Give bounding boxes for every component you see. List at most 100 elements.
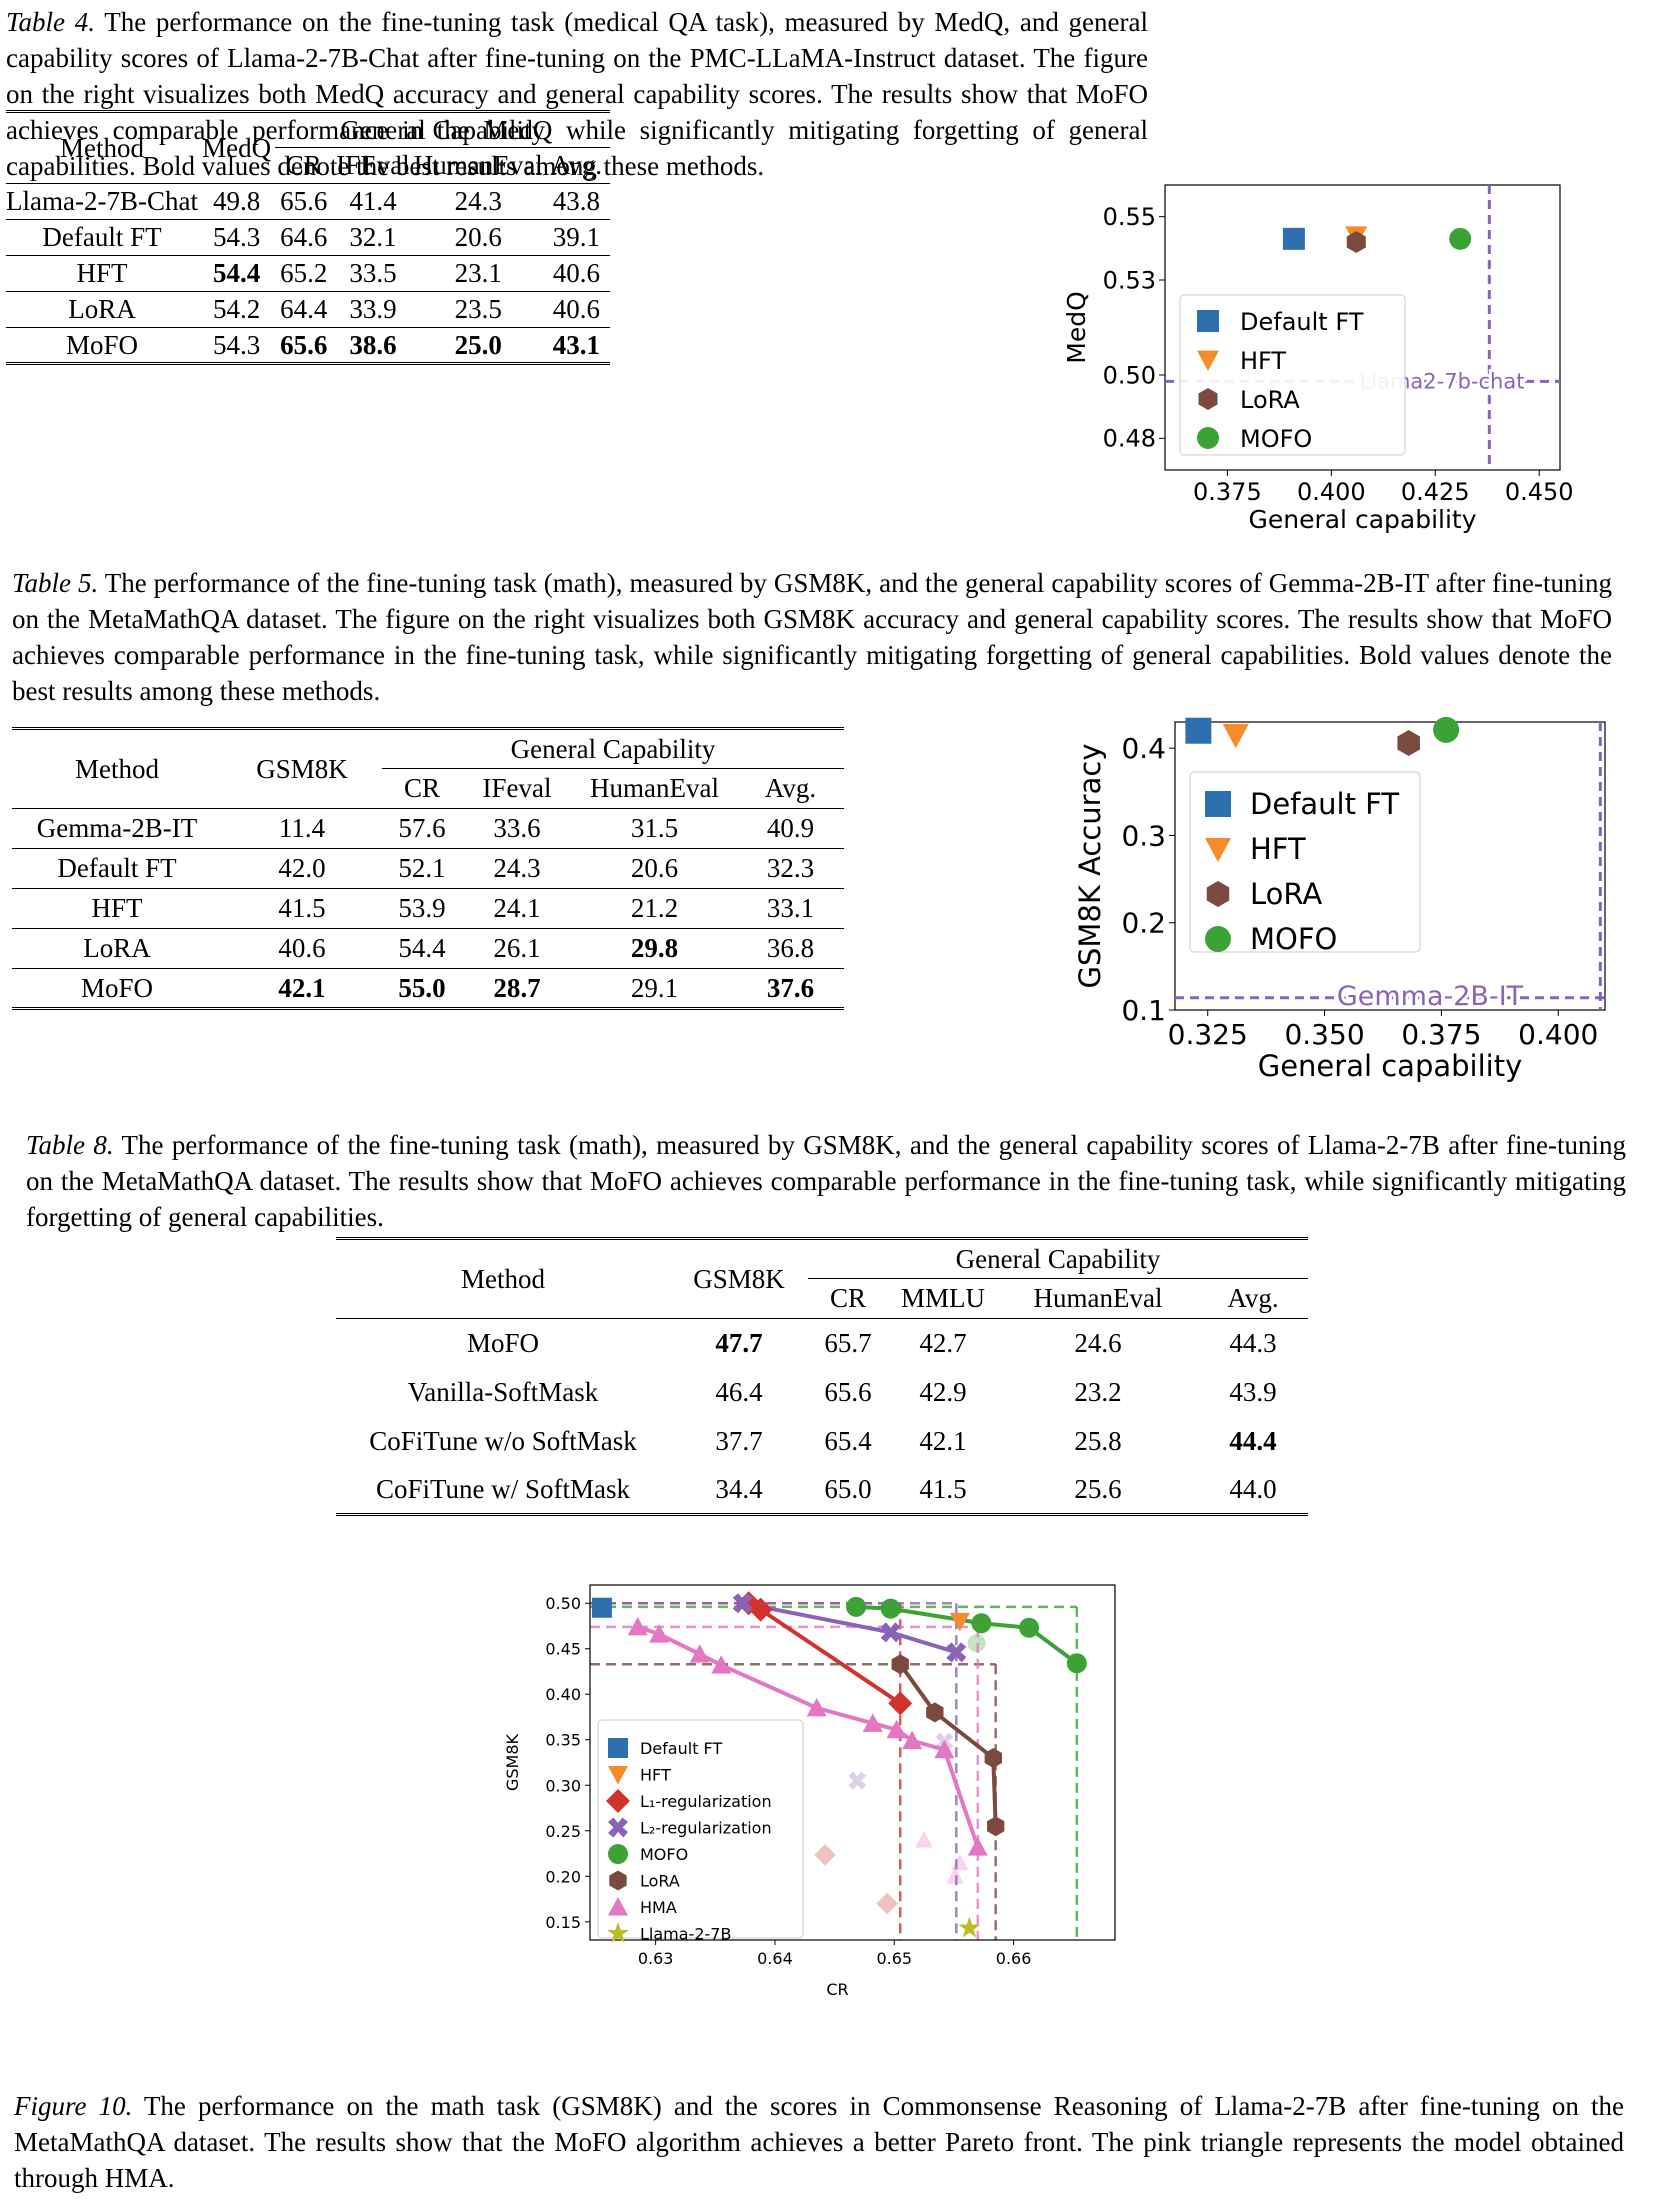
x-tick-label: 0.450 [1505,478,1574,506]
table-cell: Default FT [12,848,222,889]
y-tick-label: 0.50 [545,1594,581,1613]
legend-marker [606,1789,630,1813]
legend-box [1189,771,1421,953]
table-cell: 28.7 [462,968,572,1010]
table-row: Default FT 54.3 64.6 32.1 20.6 39.1 [6,219,610,256]
data-point [1282,227,1305,250]
table-cell: 54.2 [197,291,276,328]
table4-col-header: CR [285,150,322,180]
figure10-caption-text: The performance on the math task (GSM8K)… [14,2091,1625,2193]
table-cell: Gemma-2B-IT [12,808,222,849]
faded-data-point [848,1771,867,1790]
table-row: LoRA 54.2 64.4 33.9 23.5 40.6 [6,291,610,328]
legend-marker [608,1766,628,1785]
table-cell: 38.6 [332,327,414,365]
legend-label: Default FT [1240,308,1364,336]
table-row: MoFO 47.7 65.7 42.7 24.6 44.3 [336,1318,1308,1368]
table-cell: Llama-2-7B-Chat [6,183,198,220]
data-point [806,1697,827,1717]
faded-data-point [814,1844,836,1866]
table-cell: 25.8 [1074,1425,1122,1456]
table-row: Gemma-2B-IT 11.4 57.6 33.6 31.5 40.9 [12,808,844,849]
legend-label: MOFO [640,1845,688,1864]
legend-marker [1197,350,1219,371]
x-axis-label: CR [826,1980,848,1999]
table8: Method GSM8K General Capability CR MMLU … [336,1237,1308,1516]
table-row: MoFO 42.1 55.0 28.7 29.1 37.6 [12,968,844,1010]
table-cell: 40.6 [542,255,610,292]
table8-col-header: HumanEval [1033,1283,1163,1313]
table-cell: 26.1 [462,928,572,969]
table8-caption-text: The performance of the fine-tuning task … [26,1130,1626,1232]
table-cell: LoRA [6,291,198,328]
table5-caption: Table 5. The performance of the fine-tun… [12,565,1612,709]
plot-frame [1174,721,1606,1011]
table-cell: Vanilla-SoftMask [407,1376,599,1407]
x-tick-label: 0.63 [638,1949,674,1968]
y-tick-label: 0.4 [1121,732,1166,765]
table-row: CoFiTune w/ SoftMask 34.4 65.0 41.5 25.6… [336,1465,1308,1516]
table-row: HFT 41.5 53.9 24.1 21.2 33.1 [12,888,844,929]
table-cell: 42.7 [888,1318,998,1368]
x-tick-label: 0.325 [1168,1018,1248,1051]
data-point [1222,724,1249,749]
table5-col-header: Avg. [764,773,817,803]
data-point [1433,716,1460,743]
legend-label: HFT [1240,347,1286,375]
table-cell: 36.8 [737,928,844,969]
data-point [711,1655,732,1674]
table-cell: MoFO [6,327,198,365]
table-cell: 65.2 [275,255,333,292]
legend-label: Default FT [1250,787,1399,821]
table-cell: 65.4 [824,1425,872,1456]
table-cell: 20.6 [572,848,737,889]
series-line [898,1663,998,1827]
table-cell: 24.3 [413,183,543,220]
legend-label: Default FT [640,1739,722,1758]
data-point [934,1739,955,1759]
x-tick-label: 0.425 [1401,478,1470,506]
y-tick-label: 0.45 [545,1640,581,1659]
table-cell: 33.6 [462,808,572,849]
table8-col-header: Avg. [1227,1283,1279,1313]
data-point [926,1702,944,1723]
table4-header-group: General Capability [275,110,610,148]
x-tick-label: 0.65 [876,1949,912,1968]
table-cell: 34.4 [670,1465,808,1516]
table-cell: 43.1 [542,327,610,365]
x-tick-label: 0.64 [757,1949,793,1968]
table4-col-header: HumanEval [413,150,543,180]
legend-label: MOFO [1250,922,1337,956]
x-tick-label: 0.350 [1284,1018,1364,1051]
x-tick-label: 0.375 [1193,478,1262,506]
y-tick-label: 0.40 [545,1685,581,1704]
table5-caption-text: The performance of the fine-tuning task … [12,568,1612,706]
table-cell: 40.6 [222,928,382,969]
table-cell: MoFO [336,1318,670,1368]
table-cell: LoRA [12,928,222,969]
table-cell: 43.9 [1229,1376,1277,1407]
table-cell: 44.3 [1198,1318,1308,1368]
data-point [627,1616,648,1636]
y-tick-label: 0.53 [1103,266,1156,294]
legend-box [1179,294,1406,456]
table-cell: 65.7 [808,1318,888,1368]
x-tick-label: 0.400 [1518,1018,1598,1051]
legend-marker [1205,837,1231,862]
table-cell: 11.4 [222,808,382,849]
x-axis-label: General capability [1248,505,1476,534]
table-cell: 64.6 [275,219,333,256]
table4-col-header: IFEval [336,150,410,180]
table-cell: 39.1 [542,219,610,256]
table-cell: 42.0 [222,848,382,889]
y-tick-label: 0.2 [1121,907,1166,940]
data-point [591,1597,612,1618]
legend-marker [607,1922,629,1943]
gsm8k-gemma-scatter-chart: Gemma-2B-IT 0.325 0.350 0.375 0.400 0.1 0.2 0.3… [1073,716,1606,1083]
legend-marker [608,1738,628,1758]
table-cell: 41.5 [222,888,382,929]
data-point [902,1730,923,1750]
table-row: MoFO 54.3 65.6 38.6 25.0 43.1 [6,327,610,365]
table-cell: 37.7 [715,1425,763,1456]
table-cell: Default FT [6,219,198,256]
